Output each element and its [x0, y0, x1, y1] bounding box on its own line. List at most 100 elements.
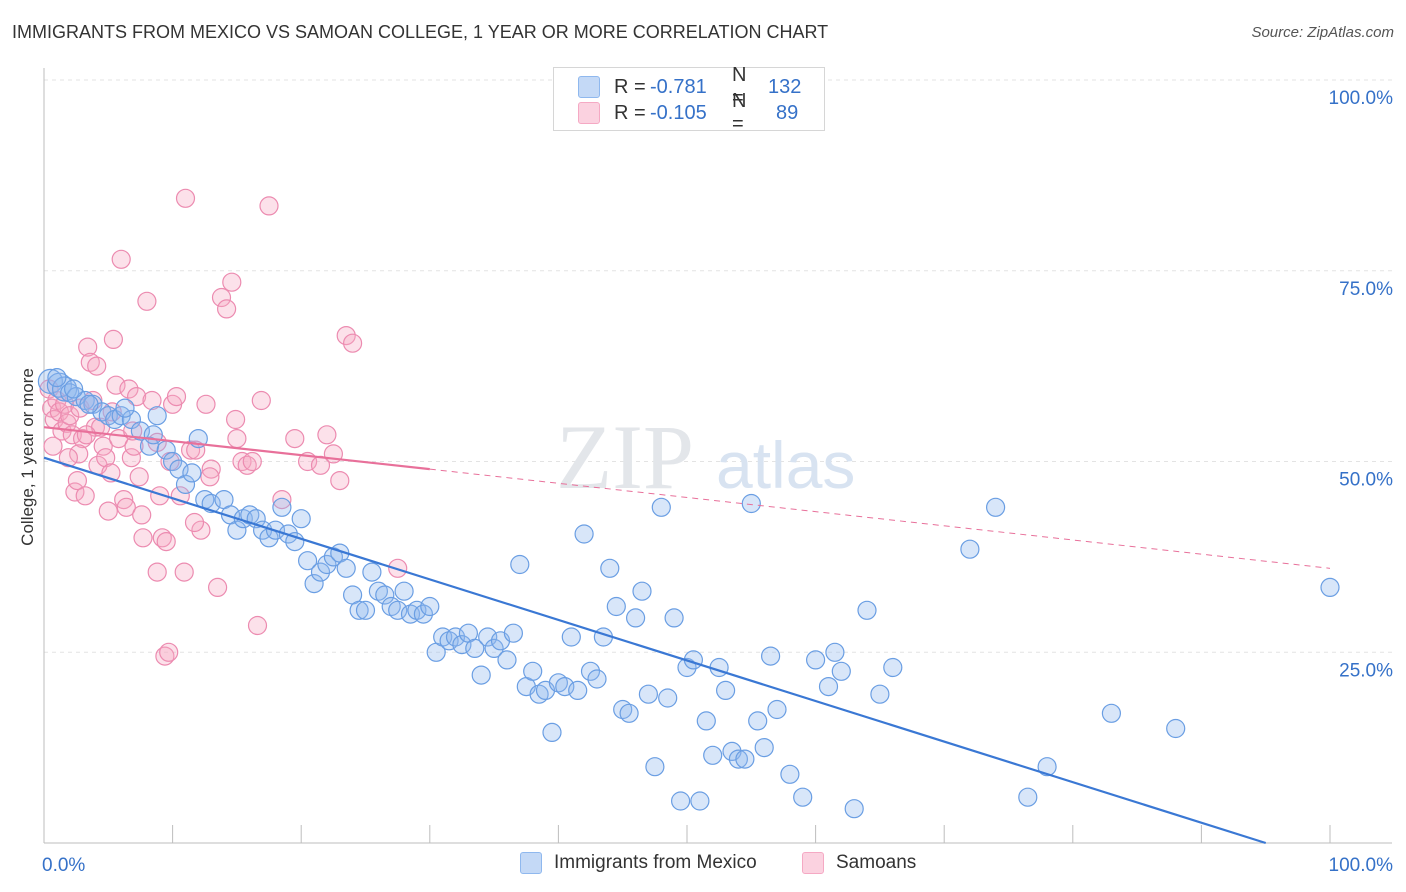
mexico-point — [355, 600, 376, 620]
mexico-point — [805, 650, 826, 670]
samoans-point — [119, 379, 139, 399]
mexico-point — [574, 524, 594, 544]
legend-swatch-mexico — [578, 76, 600, 98]
axes — [43, 68, 1392, 844]
samoans-point — [67, 471, 88, 491]
mexico-point — [304, 573, 324, 594]
mexico-point — [715, 680, 736, 701]
trend-line-mexico — [43, 456, 1267, 845]
mexico-point — [625, 608, 646, 628]
mexico-point — [1166, 718, 1186, 739]
samoans-point — [191, 520, 211, 540]
mexico-point — [645, 757, 665, 777]
mexico-point — [748, 711, 768, 731]
samoans-point — [336, 326, 356, 346]
mexico-point — [63, 379, 84, 399]
samoans-point — [227, 429, 247, 449]
mexico-point — [375, 585, 395, 605]
mexico-point — [780, 764, 800, 784]
legend-r-value: -0.105 — [650, 101, 707, 124]
samoans-point — [184, 512, 205, 533]
y-tick-label: 75.0% — [1339, 279, 1393, 300]
legend-item-samoans[interactable]: Samoans — [802, 852, 916, 874]
mexico-point — [523, 661, 543, 681]
trend-lines — [43, 426, 1331, 845]
samoans-point — [65, 482, 85, 502]
x-tick-label-min: 0.0% — [42, 855, 85, 876]
y-tick-label: 100.0% — [1329, 88, 1394, 109]
samoans-point — [72, 429, 93, 449]
mexico-point — [388, 600, 408, 620]
mexico-point — [825, 642, 845, 662]
samoans-point — [150, 486, 170, 506]
mexico-point — [471, 665, 491, 685]
mexico-point — [658, 688, 678, 708]
mexico-point — [883, 657, 903, 678]
legend-item-mexico[interactable]: Immigrants from Mexico — [520, 852, 757, 874]
legend-swatch-mexico — [520, 852, 542, 874]
samoans-point — [103, 329, 124, 349]
samoans-point — [111, 249, 131, 269]
source-label: Source: ZipAtlas.com — [1251, 24, 1394, 41]
mexico-point — [632, 581, 652, 601]
samoans-point — [87, 356, 107, 376]
samoans-point — [60, 406, 80, 426]
legend-r-label: R = — [614, 75, 646, 98]
samoans-point — [330, 471, 350, 491]
mexico-point — [638, 684, 659, 704]
legend-r-label: R = — [614, 101, 646, 124]
trend-line-samoans-extrapolated — [429, 468, 1331, 569]
samoans-point — [75, 486, 95, 506]
mexico-point — [510, 554, 530, 575]
mexico-point — [349, 600, 369, 620]
samoans-point — [98, 501, 118, 521]
legend-row-mexico: R = -0.781 N = 132 — [578, 64, 801, 109]
legend-n-label: N = — [732, 90, 747, 135]
mexico-point — [182, 463, 202, 483]
samoans-point — [247, 615, 268, 636]
mexico-point — [1037, 757, 1057, 777]
mexico-point — [272, 497, 292, 517]
mexico-point — [818, 676, 839, 697]
mexico-point — [760, 646, 781, 666]
mexico-point — [298, 551, 318, 571]
samoans-point — [132, 505, 152, 525]
series-samoans-points — [39, 188, 408, 666]
mexico-point — [735, 749, 755, 769]
mexico-point — [413, 604, 433, 624]
samoans-point — [121, 448, 141, 468]
chart-title: IMMIGRANTS FROM MEXICO VS SAMOAN COLLEGE… — [12, 22, 829, 42]
samoans-point — [58, 448, 79, 468]
gridlines — [44, 79, 1392, 653]
mexico-point — [600, 558, 620, 578]
mexico-point — [1101, 703, 1122, 723]
mexico-point — [767, 699, 787, 720]
samoans-point — [196, 394, 216, 414]
mexico-point — [175, 474, 196, 494]
mexico-point — [1320, 577, 1340, 598]
mexico-point — [47, 368, 67, 388]
mexico-point — [1018, 787, 1038, 807]
samoans-point — [76, 425, 97, 445]
mexico-point — [79, 394, 99, 414]
samoans-point — [208, 577, 228, 598]
mexico-point — [420, 596, 440, 617]
samoans-point — [317, 425, 337, 445]
mexico-point — [484, 638, 504, 659]
samoans-point — [142, 390, 162, 411]
samoans-point — [237, 455, 257, 475]
samoans-point — [211, 287, 232, 308]
mexico-point — [227, 520, 247, 540]
mexico-point — [503, 623, 524, 643]
mexico-point — [696, 711, 716, 731]
mexico-point — [831, 661, 851, 681]
legend-label-mexico: Immigrants from Mexico — [554, 852, 757, 873]
samoans-point — [114, 490, 134, 510]
samoans-point — [166, 387, 187, 407]
samoans-point — [226, 409, 246, 430]
legend-swatch-samoans — [802, 852, 824, 874]
samoans-point — [93, 436, 113, 456]
watermark: ZIP atlas — [556, 406, 855, 508]
samoans-point — [127, 387, 147, 407]
mexico-point — [163, 451, 183, 472]
